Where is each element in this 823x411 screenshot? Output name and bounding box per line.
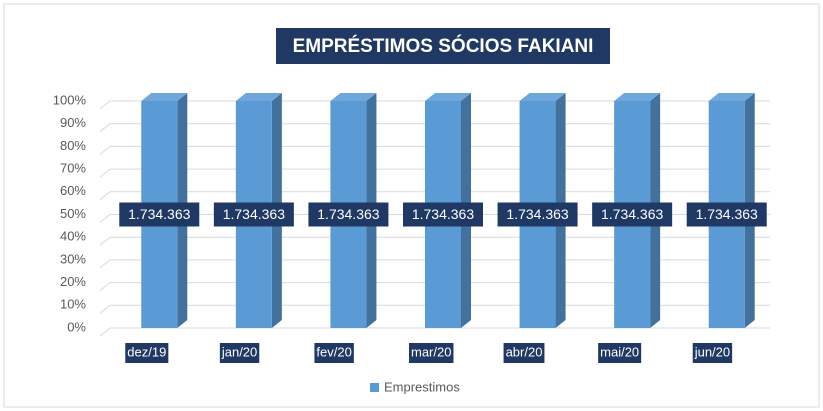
bar-top	[614, 93, 661, 101]
x-tick-label-box	[314, 343, 354, 363]
value-label: 1.734.363	[696, 206, 758, 222]
x-tick-label-box	[409, 343, 454, 363]
y-tick-label: 60%	[60, 183, 86, 198]
x-tick-label: fev/20	[316, 344, 351, 359]
value-label: 1.734.363	[412, 206, 474, 222]
y-tick-label: 80%	[60, 138, 86, 153]
y-tick-label: 20%	[60, 274, 86, 289]
value-label-box	[403, 202, 483, 227]
chart-title: EMPRÉSTIMOS SÓCIOS FAKIANI	[293, 35, 594, 57]
value-label-box	[497, 202, 578, 227]
x-tick-label: jun/20	[694, 344, 730, 359]
y-tick-label: 50%	[60, 206, 86, 221]
x-tick-label-box	[598, 343, 642, 363]
bar-top	[330, 93, 377, 101]
y-tick-label: 40%	[60, 229, 86, 244]
value-label: 1.734.363	[506, 206, 568, 222]
bar-top	[708, 93, 755, 101]
value-label-box	[119, 202, 200, 227]
x-tick-label: dez/19	[127, 344, 166, 359]
value-label: 1.734.363	[601, 206, 663, 222]
x-tick-label: mai/20	[600, 344, 639, 359]
value-label-box	[308, 202, 389, 227]
y-tick-label: 90%	[60, 115, 86, 130]
value-label-box	[592, 202, 673, 227]
bar-top	[425, 93, 471, 101]
title-box	[276, 28, 610, 64]
bar-top	[141, 93, 188, 101]
y-tick-label: 30%	[60, 251, 86, 266]
x-tick-label-box	[125, 343, 169, 363]
value-label-box	[213, 202, 294, 227]
x-tick-label-box	[219, 343, 260, 363]
value-label-box	[686, 202, 767, 227]
legend-swatch	[370, 383, 379, 392]
value-label: 1.734.363	[317, 206, 379, 222]
y-tick-label: 70%	[60, 161, 86, 176]
x-tick-label: jan/20	[221, 344, 257, 359]
bar-top	[519, 93, 566, 101]
x-tick-label-box	[503, 343, 545, 363]
y-tick-label: 10%	[60, 297, 86, 312]
legend-label: Emprestimos	[384, 379, 460, 394]
value-label: 1.734.363	[223, 206, 285, 222]
bar-top	[235, 93, 282, 101]
x-tick-label: mar/20	[411, 344, 451, 359]
y-tick-label: 0%	[67, 319, 86, 334]
y-tick-label: 100%	[53, 92, 87, 107]
x-tick-label: abr/20	[506, 344, 543, 359]
x-tick-label-box	[692, 343, 733, 363]
value-label: 1.734.363	[128, 206, 190, 222]
